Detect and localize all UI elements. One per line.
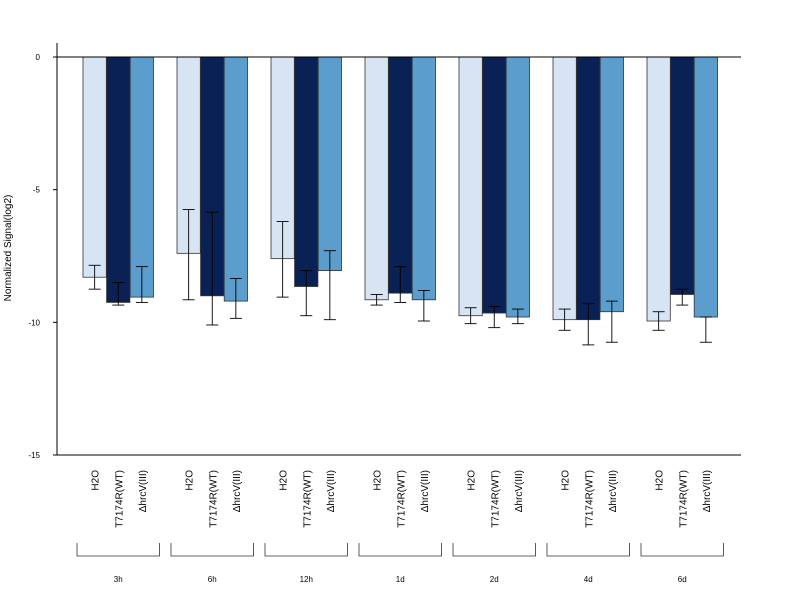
x-tick-label: ΔhrcV(III) [608,470,619,512]
x-tick-label: ΔhrcV(III) [420,470,431,512]
group-label: 1d [396,575,405,584]
bar [82,56,107,278]
bar [388,56,413,294]
labels-layer: 0 -5 -10 -15 H2O T7174R(WT) ΔhrcV(III) 3h H2O T71… [28,53,712,584]
y-tick-label: 0 [36,53,41,62]
x-tick-label: T7174R(WT) [584,470,595,528]
bar [411,56,436,301]
bar [552,56,577,321]
group-label: 12h [300,575,313,584]
group-label: 3h [114,575,123,584]
x-tick-label: ΔhrcV(III) [138,470,149,512]
group-label: 6d [678,575,687,584]
group-bracket [546,543,630,557]
x-tick-label: H2O [373,470,384,491]
x-tick-label: ΔhrcV(III) [702,470,713,512]
axes [53,43,741,557]
bar [599,56,624,313]
x-tick-label: T7174R(WT) [490,470,501,528]
x-tick-label: ΔhrcV(III) [514,470,525,512]
y-tick-label: -15 [28,451,40,460]
bar [576,56,601,321]
bar [317,56,342,271]
x-tick-label: T7174R(WT) [302,470,313,528]
x-tick-label: ΔhrcV(III) [232,470,243,512]
bar [482,56,507,314]
x-tick-label: T7174R(WT) [396,470,407,528]
x-tick-label: H2O [91,470,102,491]
x-tick-label: T7174R(WT) [114,470,125,528]
group-bracket [76,543,160,557]
bars-layer [82,56,718,322]
x-tick-label: H2O [279,470,290,491]
y-tick-label: -5 [33,186,41,195]
group-bracket [264,543,348,557]
x-tick-label: T7174R(WT) [678,470,689,528]
x-tick-label: ΔhrcV(III) [326,470,337,512]
group-bracket [640,543,724,557]
x-tick-label: T7174R(WT) [208,470,219,528]
group-bracket [170,543,254,557]
group-label: 4d [584,575,593,584]
bar [129,56,154,298]
bar [223,56,248,302]
bar [106,56,131,303]
x-tick-label: H2O [467,470,478,491]
group-bracket [358,543,442,557]
group-label: 6h [208,575,217,584]
x-tick-label: H2O [655,470,666,491]
error-bars-layer [57,56,741,346]
group-label: 2d [490,575,499,584]
bar [364,56,389,301]
bar [670,56,695,295]
group-bracket [452,543,536,557]
bar [458,56,483,317]
bar [294,56,319,287]
x-tick-label: H2O [185,470,196,491]
x-tick-label: H2O [561,470,572,491]
bar [505,56,530,318]
bar [693,56,718,318]
bar [646,56,671,322]
y-axis-label: Normalized Signal(log2) [3,195,14,302]
y-tick-label: -10 [28,318,40,327]
